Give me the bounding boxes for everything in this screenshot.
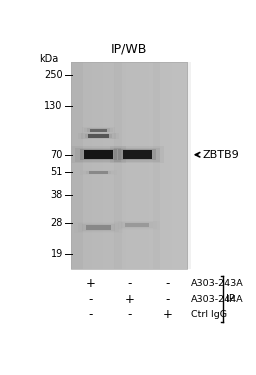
- Bar: [81, 128, 115, 133]
- Bar: [90, 129, 108, 132]
- Bar: [84, 134, 112, 138]
- Text: -: -: [88, 309, 93, 321]
- Bar: [114, 148, 160, 162]
- Bar: [118, 222, 157, 229]
- Bar: [121, 222, 153, 228]
- Text: IP: IP: [226, 294, 235, 304]
- Bar: [161, 62, 191, 269]
- Text: +: +: [86, 277, 95, 290]
- Bar: [71, 147, 126, 163]
- Bar: [80, 170, 116, 175]
- Bar: [78, 223, 119, 232]
- Bar: [71, 62, 187, 269]
- Text: 70: 70: [50, 150, 63, 160]
- Bar: [86, 225, 111, 230]
- Bar: [114, 221, 161, 230]
- Text: +: +: [124, 292, 134, 306]
- Bar: [110, 147, 165, 163]
- Bar: [78, 133, 119, 139]
- Text: IP/WB: IP/WB: [111, 42, 147, 55]
- Bar: [84, 128, 113, 132]
- Text: 250: 250: [44, 70, 63, 80]
- Bar: [87, 128, 110, 132]
- Text: +: +: [163, 309, 173, 321]
- Bar: [84, 150, 113, 159]
- Bar: [82, 224, 115, 231]
- Bar: [83, 171, 114, 174]
- Text: -: -: [166, 277, 170, 290]
- Text: A303-243A: A303-243A: [191, 279, 243, 288]
- Text: 38: 38: [50, 190, 63, 200]
- Bar: [122, 62, 153, 269]
- Text: ZBTB9: ZBTB9: [203, 150, 239, 160]
- Text: -: -: [166, 292, 170, 306]
- Bar: [74, 222, 123, 233]
- Text: 130: 130: [44, 100, 63, 111]
- Text: 19: 19: [50, 249, 63, 259]
- Bar: [86, 171, 111, 174]
- Text: -: -: [127, 309, 131, 321]
- Text: -: -: [88, 292, 93, 306]
- Text: 51: 51: [50, 167, 63, 177]
- Bar: [81, 133, 116, 139]
- Bar: [80, 149, 117, 160]
- Bar: [88, 134, 109, 138]
- Text: kDa: kDa: [39, 54, 58, 64]
- Text: A303-244A: A303-244A: [191, 295, 243, 304]
- Text: Ctrl IgG: Ctrl IgG: [191, 310, 227, 320]
- Bar: [125, 223, 150, 228]
- Bar: [119, 149, 156, 160]
- Bar: [76, 148, 122, 162]
- Bar: [123, 150, 152, 159]
- Bar: [89, 171, 108, 174]
- Bar: [83, 62, 114, 269]
- Text: -: -: [127, 277, 131, 290]
- Text: 28: 28: [50, 217, 63, 228]
